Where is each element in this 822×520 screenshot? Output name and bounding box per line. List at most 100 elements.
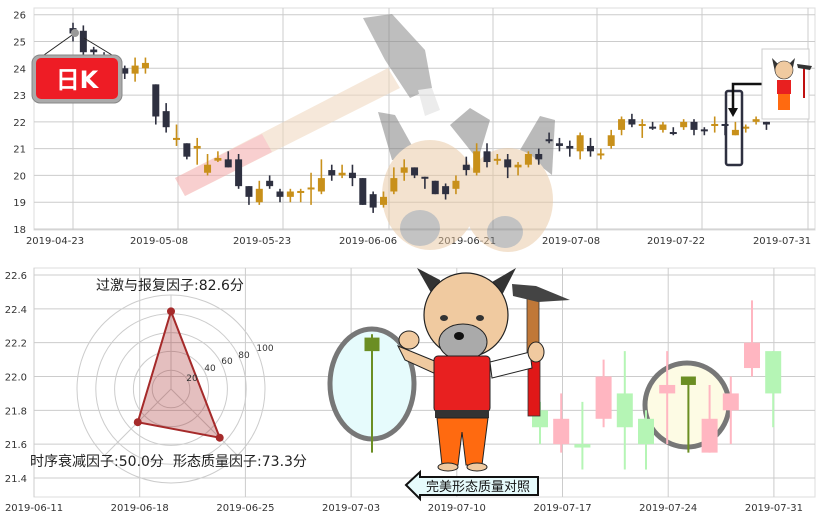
candle-body — [762, 121, 770, 125]
candle-body — [276, 191, 284, 197]
x-tick-label: 2019-06-18 — [111, 503, 169, 514]
candle-body — [79, 30, 87, 53]
candle-body — [359, 178, 367, 205]
bottom-x-axis: 2019-06-11 2019-06-18 2019-06-25 2019-07-03… — [5, 503, 803, 514]
y-tick-label: 21.4 — [5, 474, 27, 485]
candle-body — [90, 49, 98, 53]
radar-axis-label: 过激与报复因子:82.6分 — [96, 277, 244, 294]
x-tick-label: 2019-04-23 — [26, 236, 84, 247]
mascot-thumbnail-icon — [772, 58, 812, 110]
candle-body — [390, 178, 398, 192]
candle-body — [173, 137, 180, 140]
candle-body — [700, 129, 708, 132]
y-tick-label: 21.8 — [5, 406, 27, 417]
x-tick-label: 2019-07-08 — [542, 236, 600, 247]
arrow-label: 完美形态质量对照 — [426, 480, 530, 495]
candle-body — [286, 191, 294, 197]
x-tick-label: 2019-07-17 — [533, 503, 591, 514]
y-tick-label: 22.6 — [5, 271, 27, 282]
candle-body — [307, 187, 315, 190]
candle-body — [162, 111, 170, 128]
candle-body — [483, 151, 491, 163]
radar-chart: 20 40 60 80 100 过激与报复因子:82.6分形态质量因子:73.3分时序衰减… — [30, 277, 307, 484]
candle-body — [607, 135, 615, 146]
x-tick-label: 2019-06-21 — [438, 236, 496, 247]
candle-body — [193, 145, 201, 149]
candle-body — [722, 393, 739, 411]
candle-body — [317, 178, 325, 192]
badge-text: 日K — [56, 66, 100, 94]
radar-tick-label: 80 — [238, 351, 250, 361]
candle-body — [421, 176, 429, 179]
highlight-annotation — [724, 48, 812, 167]
y-tick-label: 24 — [13, 64, 26, 75]
candle-body — [235, 159, 243, 187]
radar-polygon — [136, 308, 222, 440]
radar-axis-label: 形态质量因子:73.3分 — [173, 454, 307, 470]
candle-body — [765, 351, 782, 394]
y-tick-label: 18 — [13, 225, 26, 236]
y-tick-label: 21 — [13, 145, 26, 156]
x-tick-label: 2019-05-23 — [233, 236, 291, 247]
daily-k-badge: 日K — [31, 29, 123, 104]
candle-body — [680, 121, 688, 128]
x-tick-label: 2019-05-08 — [130, 236, 188, 247]
candle-body — [555, 143, 563, 146]
candle-body — [348, 172, 356, 179]
x-tick-label: 2019-07-10 — [428, 503, 486, 514]
candle-body — [152, 84, 160, 117]
candle-body — [183, 143, 191, 157]
candle-body — [431, 180, 439, 195]
x-tick-label: 2019-07-31 — [753, 236, 811, 247]
candle-body — [574, 444, 591, 448]
candle-body — [566, 145, 574, 149]
candle-body — [369, 194, 377, 208]
radar-tick-label: 20 — [186, 374, 198, 384]
y-tick-label: 20 — [13, 171, 26, 182]
candle-body — [380, 196, 387, 205]
candle-body — [442, 186, 450, 195]
y-tick-label: 25 — [13, 37, 26, 48]
candle-body — [462, 164, 470, 171]
candle-body — [245, 186, 253, 197]
candle-body — [473, 151, 481, 173]
top-x-axis: 2019-04-23 2019-05-08 2019-05-23 2019-06-06… — [26, 236, 811, 247]
candle-body — [576, 135, 584, 152]
x-tick-label: 2019-06-25 — [216, 503, 274, 514]
x-tick-label: 2019-06-11 — [5, 503, 63, 514]
y-tick-label: 22.4 — [5, 305, 27, 316]
candle-body — [224, 159, 232, 168]
candle-body — [659, 384, 676, 394]
candle-body — [628, 119, 636, 125]
candle-body — [297, 190, 305, 193]
y-tick-label: 26 — [13, 11, 26, 22]
bottom-y-axis: 22.6 22.4 22.2 22.0 21.8 21.6 21.4 — [5, 271, 27, 485]
candle-body — [744, 342, 760, 369]
x-tick-label: 2019-06-06 — [339, 236, 397, 247]
candle-body — [669, 132, 677, 135]
radar-point — [133, 418, 142, 427]
candle-body — [141, 62, 149, 69]
candle-body — [587, 145, 594, 152]
candle-body — [618, 119, 626, 130]
candle-body — [266, 180, 274, 187]
candle-body — [752, 119, 760, 122]
candle-body — [680, 376, 696, 385]
candle-body — [731, 129, 739, 136]
radar-axis — [170, 388, 238, 456]
y-tick-label: 22.2 — [5, 339, 27, 350]
candle-body — [131, 65, 139, 74]
candle-body — [204, 164, 212, 173]
candle-body — [400, 167, 408, 173]
dog-faces-watermark-icon — [378, 108, 555, 252]
candle-body — [597, 153, 605, 156]
x-tick-label: 2019-07-31 — [745, 503, 803, 514]
candle-body — [553, 418, 570, 445]
candle-body — [659, 124, 667, 130]
candle-body — [711, 123, 719, 126]
candle-body — [214, 158, 222, 161]
radar-point — [215, 433, 224, 442]
y-tick-label: 22.0 — [5, 373, 27, 384]
candle-body — [504, 159, 512, 168]
